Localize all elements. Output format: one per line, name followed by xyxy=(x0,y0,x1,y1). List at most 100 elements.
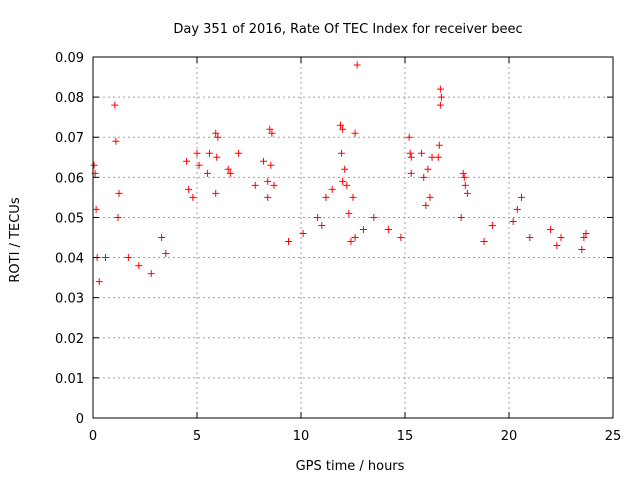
x-tick-label: 25 xyxy=(605,429,622,444)
y-tick-label: 0.08 xyxy=(55,91,84,106)
data-point xyxy=(435,141,443,149)
data-point xyxy=(405,133,413,141)
plot-frame xyxy=(92,56,614,419)
data-point xyxy=(264,177,272,185)
data-point xyxy=(517,193,525,201)
data-point xyxy=(339,125,347,133)
data-point xyxy=(162,250,170,258)
data-point xyxy=(189,193,197,201)
data-point xyxy=(214,133,222,141)
data-point xyxy=(353,61,361,69)
y-tick-label: 0.07 xyxy=(55,131,84,146)
data-point xyxy=(183,157,191,165)
data-point xyxy=(115,189,123,197)
data-point xyxy=(337,121,345,129)
data-point xyxy=(314,213,322,221)
data-point xyxy=(92,205,100,213)
data-point xyxy=(212,189,220,197)
data-point xyxy=(582,229,590,237)
data-point xyxy=(318,221,326,229)
data-point xyxy=(420,173,428,181)
x-tick-label: 15 xyxy=(397,429,414,444)
data-point xyxy=(407,153,415,161)
data-point xyxy=(213,153,221,161)
data-point xyxy=(203,169,211,177)
data-point xyxy=(266,125,274,133)
data-point xyxy=(480,238,488,246)
data-point xyxy=(397,234,405,241)
data-point xyxy=(270,181,278,189)
data-point xyxy=(349,193,357,201)
data-point xyxy=(90,161,98,169)
data-point xyxy=(285,238,293,246)
data-point xyxy=(436,85,444,93)
data-point xyxy=(114,213,122,221)
data-point xyxy=(406,149,414,157)
data-point xyxy=(460,173,468,181)
data-point xyxy=(341,165,349,173)
data-point xyxy=(526,234,534,241)
data-point xyxy=(547,225,555,233)
data-point xyxy=(124,254,132,262)
y-tick-label: 0.06 xyxy=(55,171,84,186)
data-point xyxy=(578,246,586,254)
y-tick-label: 0.01 xyxy=(55,372,84,387)
data-point xyxy=(422,201,430,209)
data-point xyxy=(339,177,347,185)
data-point xyxy=(461,181,469,189)
data-point xyxy=(424,165,432,173)
x-tick-label: 10 xyxy=(293,429,310,444)
data-point xyxy=(426,193,434,201)
data-point xyxy=(428,153,436,161)
data-point xyxy=(322,193,330,201)
data-point xyxy=(147,270,155,278)
data-point xyxy=(370,213,378,221)
y-tick-label: 0.03 xyxy=(55,292,84,307)
data-point xyxy=(235,149,243,157)
y-tick-label: 0 xyxy=(76,412,84,427)
x-tick-label: 5 xyxy=(193,429,201,444)
data-point xyxy=(407,169,415,177)
data-point xyxy=(101,254,109,262)
data-point xyxy=(299,229,307,237)
x-tick-label: 20 xyxy=(501,429,518,444)
data-point xyxy=(359,225,367,233)
data-point xyxy=(513,205,521,213)
y-tick-label: 0.02 xyxy=(55,332,84,347)
data-point xyxy=(347,238,355,246)
data-points xyxy=(90,61,590,286)
data-point xyxy=(553,242,561,250)
data-point xyxy=(351,234,359,241)
data-point xyxy=(509,217,517,225)
axis-ticks xyxy=(92,56,614,419)
data-point xyxy=(351,129,359,137)
x-axis-label: GPS time / hours xyxy=(296,459,405,474)
data-point xyxy=(338,149,346,157)
data-point xyxy=(488,221,496,229)
data-point xyxy=(343,181,351,189)
y-tick-label: 0.09 xyxy=(55,51,84,66)
data-point xyxy=(251,181,259,189)
data-point xyxy=(328,185,336,193)
grid-layer xyxy=(93,57,613,418)
data-point xyxy=(193,149,201,157)
data-point xyxy=(268,129,276,137)
data-point xyxy=(418,149,426,157)
data-point xyxy=(345,209,353,217)
data-point xyxy=(436,101,444,109)
y-axis-label: ROTI / TECUs xyxy=(8,197,23,282)
data-point xyxy=(260,157,268,165)
y-tick-label: 0.04 xyxy=(55,252,84,267)
data-point xyxy=(457,213,465,221)
data-point xyxy=(434,153,442,161)
data-point xyxy=(158,234,166,241)
x-tick-label: 0 xyxy=(89,429,97,444)
data-point xyxy=(95,278,103,286)
data-point xyxy=(437,93,445,101)
data-point xyxy=(111,101,119,109)
data-point xyxy=(463,189,471,197)
data-point xyxy=(135,262,143,270)
data-point xyxy=(224,165,232,173)
y-tick-label: 0.05 xyxy=(55,211,84,226)
